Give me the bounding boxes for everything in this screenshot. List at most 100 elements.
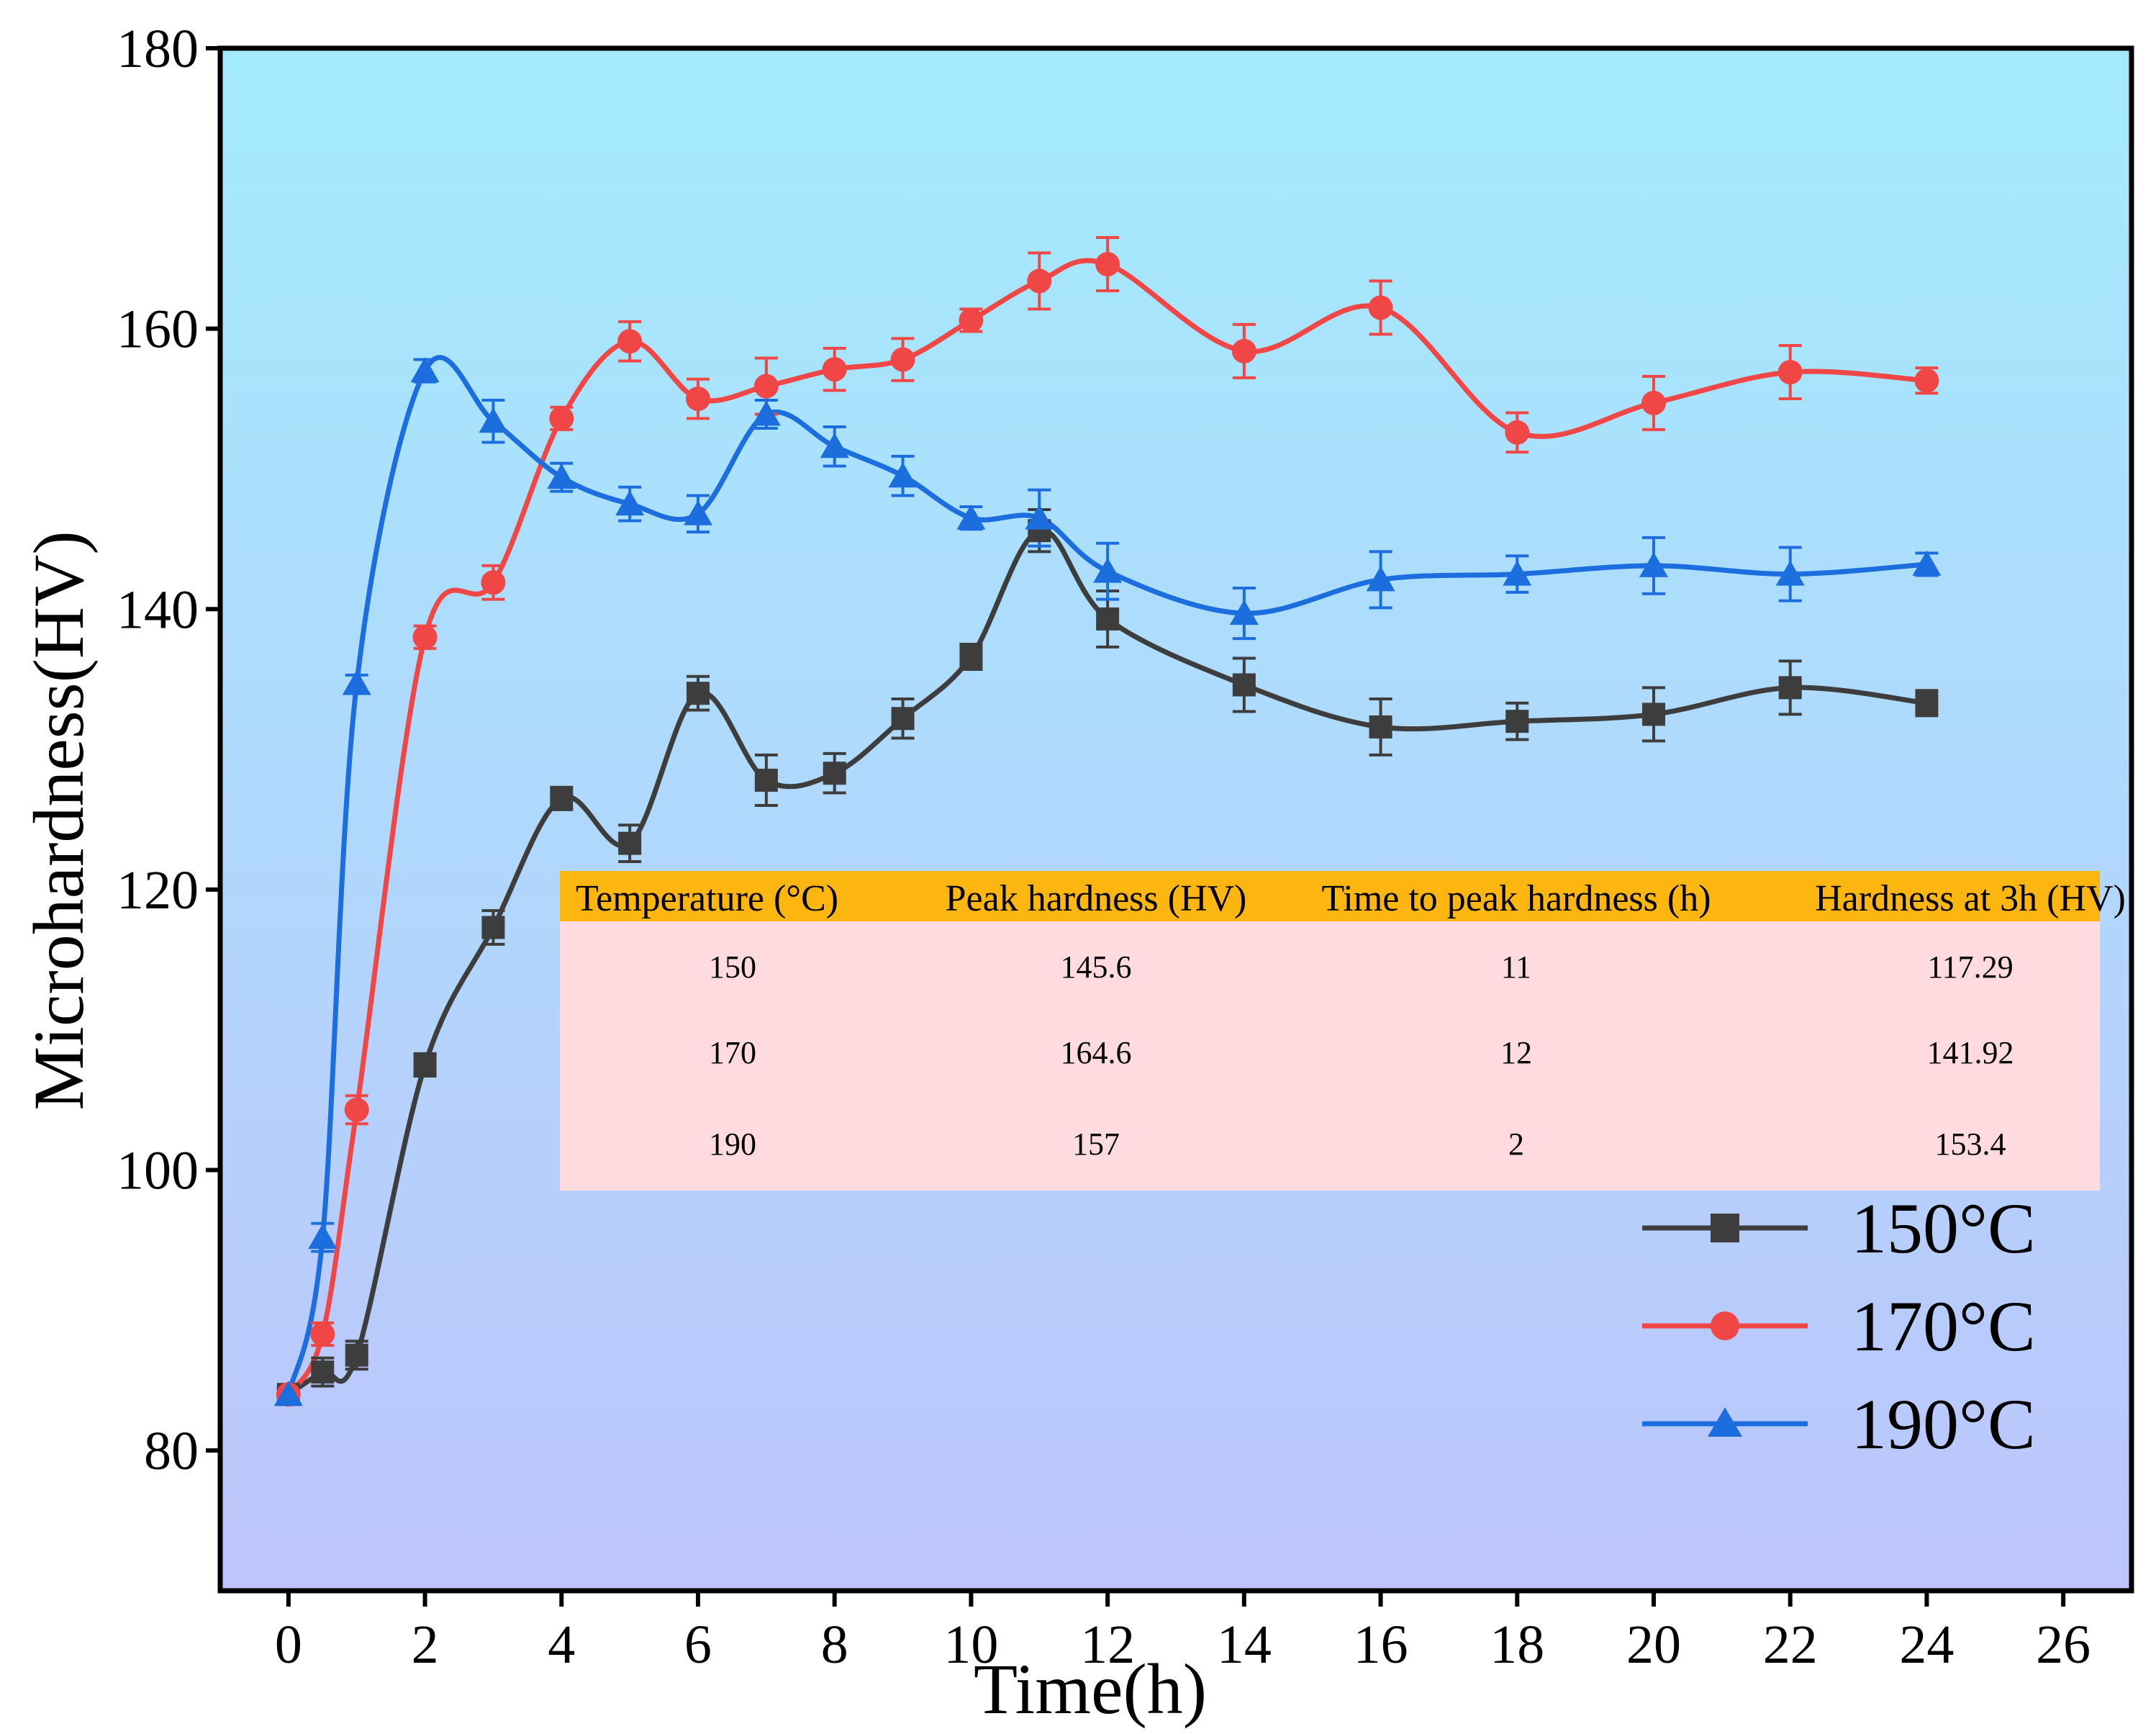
data-point-circle (1095, 252, 1120, 277)
table-cell-r1-c3: 141.92 (1927, 1035, 2014, 1070)
data-point-square (550, 787, 574, 810)
x-axis-title: Time(h) (974, 1649, 1207, 1729)
table-header-peak-hardness: Peak hardness (HV) (946, 878, 1247, 919)
table-body-background (560, 921, 2100, 1191)
table-cell-r2-c3: 153.4 (1935, 1126, 2006, 1162)
data-point-square (1915, 691, 1939, 715)
y-axis: 80 100 120 140 160 180 (117, 19, 220, 1481)
data-point-circle (310, 1322, 335, 1347)
x-axis: 0 2 4 6 8 10 12 14 16 18 20 22 24 26 (275, 1591, 2091, 1675)
data-point-circle (1914, 368, 1939, 393)
x-tick-label: 16 (1354, 1615, 1408, 1675)
y-tick-label: 120 (117, 860, 199, 921)
data-point-square (754, 768, 778, 792)
legend-marker-circle (1711, 1311, 1739, 1340)
data-point-circle (617, 329, 643, 354)
data-point-square (1369, 715, 1392, 739)
legend-marker-square (1711, 1214, 1739, 1242)
data-point-circle (344, 1097, 369, 1122)
data-point-triangle (1912, 550, 1942, 576)
data-point-triangle (615, 490, 645, 516)
y-axis-title: Microhardness(HV) (19, 530, 99, 1110)
table-cell-r0-c2: 11 (1501, 949, 1531, 985)
data-markers (273, 252, 1942, 1407)
legend-marker-triangle (1708, 1407, 1742, 1437)
table-cell-r1-c2: 12 (1500, 1035, 1532, 1070)
data-point-circle (549, 406, 574, 431)
data-point-triangle (1366, 566, 1395, 592)
table-cell-r0-c1: 145.6 (1061, 949, 1132, 985)
data-point-square (891, 707, 915, 731)
series-line-150 (286, 528, 1927, 1397)
data-point-square (1096, 607, 1120, 631)
data-point-square (1778, 676, 1802, 700)
data-point-triangle (273, 1381, 303, 1406)
table-cell-r2-c1: 157 (1072, 1126, 1120, 1162)
data-point-circle (1777, 360, 1803, 385)
table-cell-r1-c0: 170 (709, 1035, 756, 1070)
data-point-triangle (751, 400, 781, 426)
x-tick-label: 10 (943, 1615, 998, 1675)
y-tick-label: 80 (144, 1421, 199, 1481)
data-point-square (311, 1360, 335, 1384)
x-tick-label: 14 (1217, 1615, 1272, 1675)
data-point-triangle (1229, 600, 1259, 626)
data-point-circle (1505, 420, 1530, 445)
x-tick-label: 2 (412, 1615, 439, 1675)
y-tick-label: 160 (117, 299, 199, 360)
data-point-circle (822, 357, 847, 382)
table-header-background (560, 871, 2100, 921)
data-point-triangle (479, 407, 508, 433)
table-header-hardness-3h: Hardness at 3h (HV) (1815, 878, 2126, 919)
data-point-triangle (956, 504, 986, 530)
data-point-circle (412, 625, 438, 650)
data-point-circle (959, 307, 984, 333)
x-tick-label: 0 (275, 1615, 302, 1675)
table-header-time-to-peak: Time to peak hardness (h) (1321, 878, 1711, 919)
x-tick-label: 12 (1080, 1615, 1135, 1675)
data-point-triangle (308, 1224, 338, 1250)
data-point-square (1505, 710, 1529, 733)
inset-table: Temperature (°C) Peak hardness (HV) Time… (560, 871, 2126, 1191)
plot-frame (217, 45, 2134, 1594)
legend: 150°C 170°C 190°C (1642, 1188, 2036, 1464)
data-point-circle (753, 374, 779, 399)
table-cell-r0-c3: 117.29 (1927, 949, 2013, 985)
data-point-triangle (410, 357, 440, 383)
x-tick-label: 18 (1490, 1615, 1544, 1675)
data-point-circle (1027, 268, 1052, 294)
data-point-triangle (1639, 551, 1668, 577)
data-point-circle (481, 570, 506, 595)
data-point-square (823, 762, 846, 785)
data-point-square (413, 1053, 437, 1077)
series-line-190 (286, 355, 1927, 1395)
data-point-square (618, 831, 642, 855)
data-point-square (959, 645, 983, 669)
data-point-circle (1231, 338, 1256, 363)
data-point-square (481, 916, 505, 939)
data-point-triangle (1025, 504, 1054, 530)
y-tick-label: 140 (117, 579, 199, 640)
legend-label-150: 150°C (1851, 1188, 2036, 1268)
x-tick-label: 6 (684, 1615, 712, 1675)
x-tick-label: 8 (821, 1615, 848, 1675)
data-point-square (345, 1343, 368, 1367)
data-point-square (687, 682, 710, 705)
x-tick-label: 4 (548, 1615, 575, 1675)
x-tick-label: 20 (1626, 1615, 1681, 1675)
x-tick-label: 22 (1763, 1615, 1818, 1675)
data-point-triangle (1775, 560, 1805, 586)
data-point-circle (890, 347, 915, 372)
legend-label-170: 170°C (1851, 1286, 2036, 1366)
x-tick-label: 26 (2036, 1615, 2091, 1675)
table-header-temperature: Temperature (°C) (576, 878, 838, 919)
plot-background (220, 48, 2132, 1591)
data-point-square (1232, 673, 1256, 697)
y-tick-label: 100 (117, 1141, 199, 1201)
data-point-triangle (820, 433, 849, 459)
table-cell-r1-c1: 164.6 (1061, 1035, 1132, 1070)
data-point-triangle (684, 500, 712, 525)
data-point-triangle (888, 462, 918, 488)
table-cell-r2-c2: 2 (1508, 1126, 1524, 1162)
